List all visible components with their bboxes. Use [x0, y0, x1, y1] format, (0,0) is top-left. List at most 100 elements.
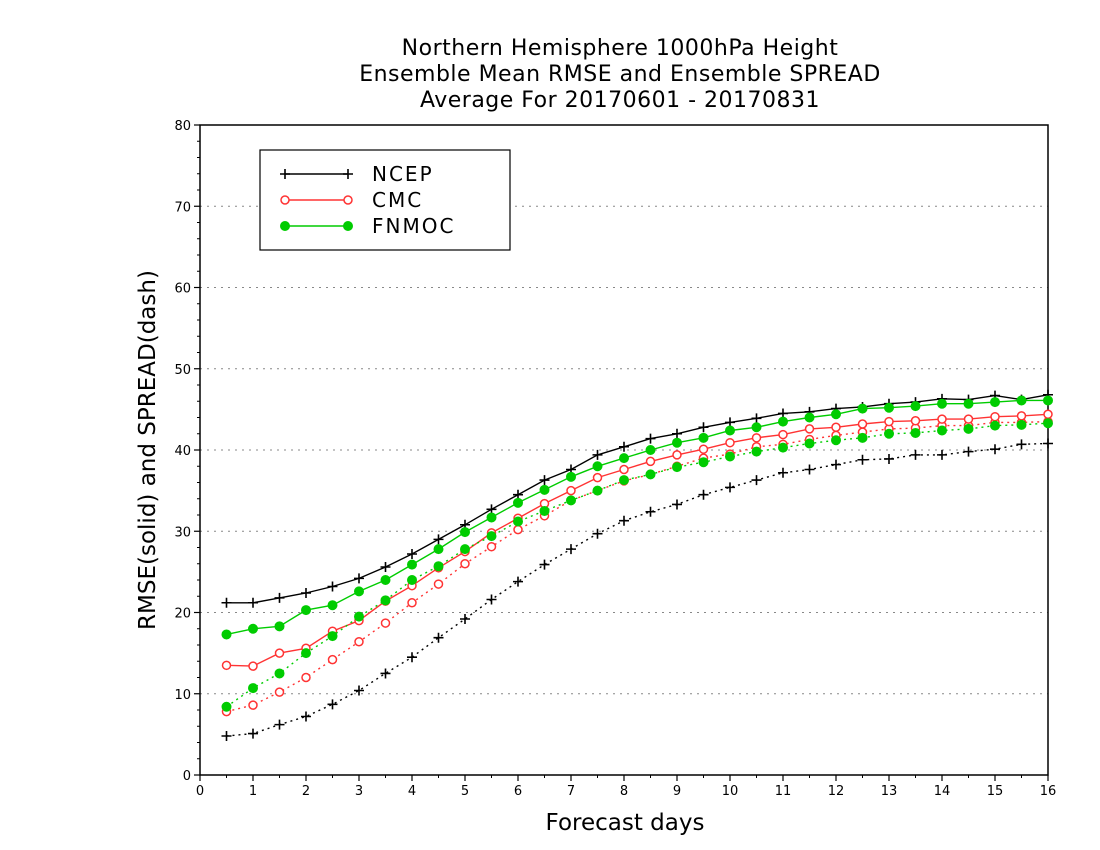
- x-tick-label: 2: [302, 784, 310, 799]
- ncep-spread-point: [884, 453, 894, 464]
- fnmoc-rmse-point: [751, 422, 762, 433]
- ncep-spread-point: [460, 614, 470, 624]
- cmc-rmse-point: [672, 450, 682, 460]
- fnmoc-spread-point: [884, 428, 894, 439]
- fnmoc-rmse-point: [619, 453, 629, 464]
- y-tick-label: 30: [174, 525, 191, 540]
- fnmoc-rmse-point: [1016, 395, 1027, 406]
- fnmoc-rmse-point: [274, 621, 285, 632]
- fnmoc-spread-point: [513, 516, 523, 527]
- ncep-spread-point: [513, 576, 523, 587]
- fnmoc-spread-point: [301, 648, 311, 659]
- fnmoc-spread-point: [990, 420, 1000, 431]
- fnmoc-rmse-point: [1043, 395, 1053, 406]
- y-tick-label: 20: [174, 607, 191, 622]
- ncep-spread-point: [433, 632, 444, 643]
- ncep-spread-point: [301, 711, 311, 722]
- fnmoc-spread-point: [672, 462, 682, 473]
- fnmoc-spread-point: [407, 575, 417, 585]
- cmc-rmse-point: [884, 416, 894, 427]
- cmc-spread-point: [327, 654, 338, 665]
- ncep-rmse-point: [751, 413, 762, 424]
- fnmoc-rmse-point: [486, 512, 497, 523]
- ncep-spread-point: [221, 731, 232, 741]
- ncep-rmse-line: [226, 394, 1049, 604]
- x-axis-label: Forecast days: [545, 810, 705, 836]
- y-tick-label: 70: [174, 200, 191, 215]
- cmc-spread-point: [354, 637, 364, 647]
- fnmoc-rmse-point: [539, 484, 550, 495]
- cmc-spread-point: [274, 687, 285, 697]
- ncep-spread-point: [804, 464, 815, 475]
- x-tick-label: 7: [567, 784, 575, 799]
- cmc-rmse-point: [698, 444, 709, 454]
- ncep-spread-point: [1016, 439, 1027, 450]
- ncep-rmse-point: [248, 597, 258, 608]
- x-tick-label: 9: [673, 784, 681, 799]
- fnmoc-rmse-point: [963, 398, 974, 409]
- cmc-rmse-point: [725, 437, 735, 448]
- legend-cmc-marker: [343, 195, 353, 205]
- x-tick-label: 13: [881, 784, 898, 799]
- fnmoc-rmse-point: [990, 397, 1000, 408]
- fnmoc-rmse-point: [513, 497, 523, 508]
- legend-ncep-marker: [280, 169, 290, 179]
- ncep-rmse-point: [592, 449, 603, 460]
- ncep-rmse-point: [354, 573, 364, 584]
- ncep-spread-point: [327, 699, 338, 710]
- ncep-rmse-point: [539, 475, 550, 486]
- chart-title-line-2: Ensemble Mean RMSE and Ensemble SPREAD: [359, 62, 881, 87]
- cmc-rmse-point: [963, 414, 974, 424]
- fnmoc-spread-point: [778, 442, 788, 453]
- x-tick-label: 3: [355, 784, 363, 799]
- ncep-rmse-point: [433, 534, 444, 545]
- ncep-spread-point: [963, 446, 974, 457]
- cmc-rmse-point: [910, 416, 921, 426]
- fnmoc-spread-point: [248, 683, 258, 694]
- legend-cmc-marker: [280, 195, 290, 205]
- x-tick-label: 1: [249, 784, 257, 799]
- ncep-rmse-point: [619, 441, 629, 452]
- fnmoc-spread-point: [566, 495, 576, 506]
- fnmoc-spread-point: [1043, 418, 1053, 429]
- ncep-spread-point: [857, 454, 868, 465]
- cmc-rmse-point: [645, 456, 656, 467]
- cmc-spread-point: [301, 672, 311, 683]
- fnmoc-spread-point: [592, 485, 603, 496]
- cmc-spread-point: [407, 598, 417, 608]
- fnmoc-rmse-point: [460, 527, 470, 538]
- y-tick-label: 10: [174, 688, 191, 703]
- y-tick-label: 80: [174, 119, 191, 134]
- fnmoc-rmse-point: [407, 559, 417, 570]
- chart-title-line-1: Northern Hemisphere 1000hPa Height: [401, 36, 839, 61]
- fnmoc-rmse-point: [301, 605, 311, 616]
- cmc-spread-point: [380, 618, 391, 628]
- fnmoc-rmse-point: [804, 412, 815, 423]
- fnmoc-rmse-point: [433, 544, 444, 555]
- ncep-rmse-point: [274, 592, 285, 603]
- x-tick-label: 0: [196, 784, 204, 799]
- fnmoc-rmse-point: [221, 629, 232, 640]
- ncep-spread-point: [592, 528, 603, 539]
- fnmoc-rmse-point: [937, 398, 947, 409]
- fnmoc-spread-point: [433, 561, 444, 572]
- fnmoc-rmse-point: [884, 402, 894, 413]
- fnmoc-rmse-point: [566, 471, 576, 482]
- ncep-rmse-point: [407, 549, 417, 559]
- ncep-spread-point: [486, 594, 497, 605]
- cmc-rmse-point: [248, 661, 258, 671]
- cmc-rmse-point: [778, 429, 788, 440]
- cmc-rmse-point: [857, 419, 868, 429]
- cmc-rmse-point: [619, 464, 629, 475]
- ncep-spread-point: [751, 475, 762, 486]
- ncep-rmse-point: [698, 422, 709, 433]
- legend-cmc-label: CMC: [372, 188, 423, 212]
- x-tick-label: 4: [408, 784, 416, 799]
- fnmoc-spread-point: [274, 668, 285, 679]
- legend-ncep-label: NCEP: [372, 162, 434, 186]
- ncep-spread-point: [407, 652, 417, 663]
- ncep-spread-point: [831, 459, 841, 470]
- fnmoc-rmse-point: [698, 432, 709, 443]
